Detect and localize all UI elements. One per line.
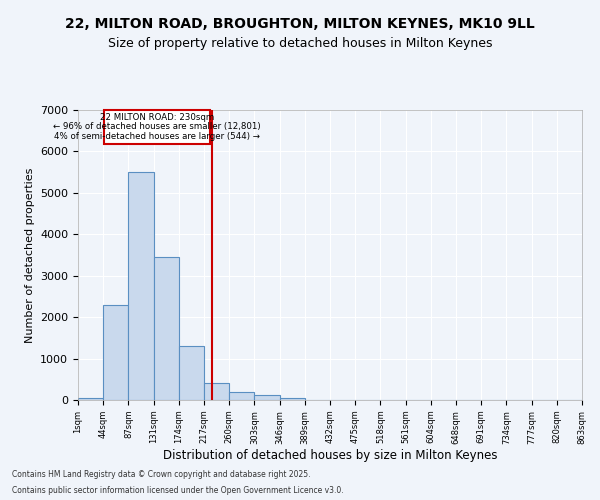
Bar: [254, 395, 280, 400]
Y-axis label: Number of detached properties: Number of detached properties: [25, 168, 35, 342]
Text: Size of property relative to detached houses in Milton Keynes: Size of property relative to detached ho…: [108, 38, 492, 51]
Text: 4% of semi-detached houses are larger (544) →: 4% of semi-detached houses are larger (5…: [53, 132, 260, 141]
X-axis label: Distribution of detached houses by size in Milton Keynes: Distribution of detached houses by size …: [163, 450, 497, 462]
Text: ← 96% of detached houses are smaller (12,801): ← 96% of detached houses are smaller (12…: [53, 122, 260, 132]
Bar: [78, 398, 103, 400]
Bar: [128, 172, 154, 400]
Text: 22 MILTON ROAD: 230sqm: 22 MILTON ROAD: 230sqm: [100, 113, 214, 122]
Bar: [204, 384, 229, 400]
Bar: [154, 257, 179, 400]
FancyBboxPatch shape: [104, 110, 209, 144]
Bar: [229, 392, 254, 400]
Bar: [179, 346, 204, 400]
Text: Contains public sector information licensed under the Open Government Licence v3: Contains public sector information licen…: [12, 486, 344, 495]
Text: Contains HM Land Registry data © Crown copyright and database right 2025.: Contains HM Land Registry data © Crown c…: [12, 470, 311, 479]
Bar: [103, 304, 128, 400]
Text: 22, MILTON ROAD, BROUGHTON, MILTON KEYNES, MK10 9LL: 22, MILTON ROAD, BROUGHTON, MILTON KEYNE…: [65, 18, 535, 32]
Bar: [280, 398, 305, 400]
